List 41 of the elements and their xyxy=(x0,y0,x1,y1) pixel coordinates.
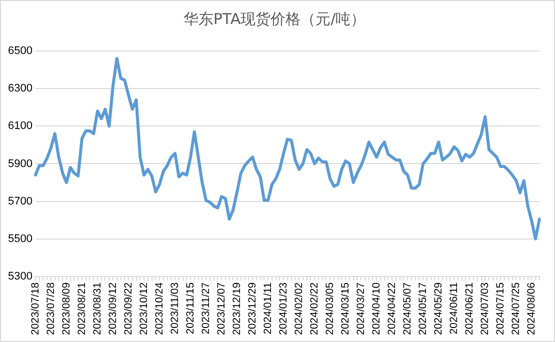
x-tick-label: 2024/01/23 xyxy=(277,282,290,336)
x-tick-label: 2024/01/11 xyxy=(262,282,274,334)
x-tick-label: 2023/08/31 xyxy=(91,282,104,336)
x-tick-label: 2024/07/03 xyxy=(479,282,492,336)
x-tick-label: 2023/09/22 xyxy=(122,282,134,336)
y-tick-label: 5300 xyxy=(8,270,32,282)
y-tick-label: 5500 xyxy=(8,232,32,245)
x-tick-label: 2024/06/21 xyxy=(464,282,476,336)
x-tick-label: 2023/11/27 xyxy=(200,282,212,334)
x-tick-label: 2024/04/10 xyxy=(370,282,382,336)
x-tick-label: 2024/05/07 xyxy=(401,282,414,336)
y-tick-label: 5900 xyxy=(8,158,32,170)
x-tick-label: 2024/07/15 xyxy=(494,282,507,336)
x-tick-label: 2023/08/21 xyxy=(76,282,88,336)
x-tick-label: 2023/12/07 xyxy=(215,282,228,336)
y-tick-label: 6500 xyxy=(8,45,32,58)
y-tick-label: 6100 xyxy=(8,120,32,132)
x-tick-label: 2024/02/22 xyxy=(308,282,320,336)
x-tick-label: 2024/05/17 xyxy=(417,282,429,336)
x-tick-label: 2023/07/28 xyxy=(44,282,57,336)
x-tick-label: 2024/03/15 xyxy=(339,282,352,336)
x-tick-label: 2024/08/06 xyxy=(526,282,538,336)
x-tick-label: 2023/08/09 xyxy=(60,282,72,336)
y-tick-label: 6300 xyxy=(8,82,32,95)
x-tick-label: 2023/12/29 xyxy=(246,282,258,336)
x-tick-label: 2023/07/18 xyxy=(29,282,42,336)
x-tick-label: 2023/11/15 xyxy=(184,282,196,334)
x-tick-label: 2023/10/12 xyxy=(138,282,150,336)
chart-title: 华东PTA现货价格（元/吨） xyxy=(183,10,366,28)
x-tick-label: 2024/03/27 xyxy=(354,282,367,336)
x-tick-label: 2024/03/05 xyxy=(324,282,336,336)
x-tick-label: 2024/02/02 xyxy=(292,282,305,336)
x-tick-label: 2024/04/22 xyxy=(386,282,398,336)
x-tick-label: 2024/07/25 xyxy=(510,282,522,336)
x-tick-label: 2024/06/11 xyxy=(448,282,460,334)
x-tick-label: 2024/05/29 xyxy=(432,282,445,336)
x-tick-label: 2023/09/12 xyxy=(106,282,119,336)
x-tick-label: 2023/10/24 xyxy=(153,282,166,336)
x-tick-label: 2023/11/03 xyxy=(168,282,181,334)
x-tick-label: 2023/12/19 xyxy=(230,282,243,336)
y-tick-label: 5700 xyxy=(8,195,32,208)
